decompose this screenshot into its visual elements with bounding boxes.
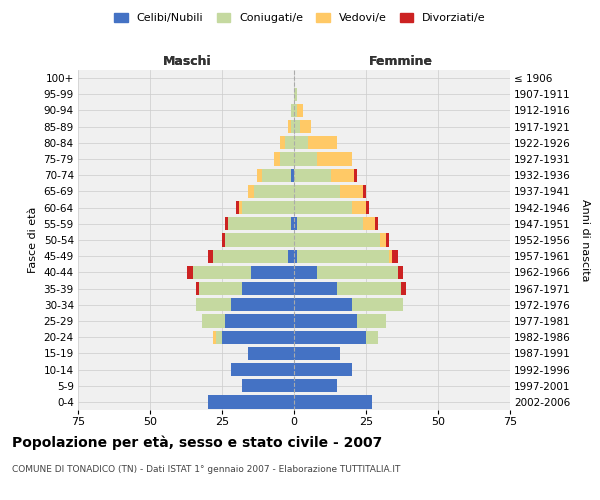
Bar (317, 266, 398, 279)
Bar (294, 250, 297, 263)
Bar (294, 282, 337, 295)
Bar (352, 298, 403, 312)
Bar (239, 201, 242, 214)
Bar (294, 330, 366, 344)
Bar (274, 152, 280, 166)
Bar (294, 168, 331, 182)
Bar (294, 298, 352, 312)
Bar (225, 314, 294, 328)
Bar (230, 298, 294, 312)
Bar (366, 330, 377, 344)
Text: Maschi: Maschi (163, 55, 212, 68)
Bar (236, 201, 239, 214)
Bar (294, 314, 358, 328)
Bar (216, 330, 222, 344)
Bar (291, 168, 294, 182)
Bar (291, 104, 294, 117)
Bar (294, 234, 380, 246)
Bar (262, 168, 291, 182)
Bar (294, 152, 317, 166)
Bar (242, 282, 294, 295)
Bar (202, 314, 225, 328)
Bar (294, 266, 317, 279)
Bar (398, 266, 403, 279)
Bar (291, 217, 294, 230)
Bar (214, 330, 216, 344)
Text: Femmine: Femmine (368, 55, 433, 68)
Bar (254, 185, 294, 198)
Bar (222, 330, 294, 344)
Bar (294, 120, 300, 134)
Bar (297, 217, 363, 230)
Bar (251, 266, 294, 279)
Bar (288, 250, 294, 263)
Bar (308, 136, 337, 149)
Bar (294, 88, 297, 101)
Bar (337, 282, 401, 295)
Bar (214, 250, 288, 263)
Bar (358, 314, 386, 328)
Text: Femmine: Femmine (368, 55, 433, 68)
Bar (386, 234, 389, 246)
Bar (196, 282, 199, 295)
Bar (225, 234, 294, 246)
Text: Popolazione per età, sesso e stato civile - 2007: Popolazione per età, sesso e stato civil… (12, 435, 382, 450)
Bar (294, 201, 352, 214)
Bar (248, 346, 294, 360)
Bar (294, 217, 297, 230)
Text: COMUNE DI TONADICO (TN) - Dati ISTAT 1° gennaio 2007 - Elaborazione TUTTITALIA.I: COMUNE DI TONADICO (TN) - Dati ISTAT 1° … (12, 465, 400, 474)
Bar (294, 136, 308, 149)
Bar (187, 266, 193, 279)
Bar (352, 201, 366, 214)
Bar (242, 379, 294, 392)
Bar (193, 266, 251, 279)
Bar (225, 217, 228, 230)
Bar (291, 120, 294, 134)
Bar (242, 201, 294, 214)
Bar (363, 185, 366, 198)
Bar (208, 396, 294, 408)
Bar (208, 250, 214, 263)
Bar (286, 136, 294, 149)
Bar (380, 234, 386, 246)
Bar (294, 363, 352, 376)
Bar (389, 250, 392, 263)
Bar (294, 379, 337, 392)
Bar (294, 396, 372, 408)
Bar (374, 217, 377, 230)
Bar (294, 346, 340, 360)
Bar (363, 217, 374, 230)
Bar (280, 136, 286, 149)
Bar (401, 282, 406, 295)
Y-axis label: Anni di nascita: Anni di nascita (580, 198, 590, 281)
Bar (300, 120, 311, 134)
Text: Maschi: Maschi (163, 55, 212, 68)
Bar (294, 185, 340, 198)
Bar (199, 282, 242, 295)
Bar (294, 104, 297, 117)
Bar (230, 363, 294, 376)
Bar (228, 217, 291, 230)
Bar (280, 152, 294, 166)
Bar (297, 250, 389, 263)
Legend: Celibi/Nubili, Coniugati/e, Vedovi/e, Divorziati/e: Celibi/Nubili, Coniugati/e, Vedovi/e, Di… (110, 8, 490, 28)
Bar (331, 168, 355, 182)
Bar (297, 104, 302, 117)
Bar (196, 298, 230, 312)
Bar (392, 250, 398, 263)
Y-axis label: Fasce di età: Fasce di età (28, 207, 38, 273)
Bar (257, 168, 262, 182)
Bar (317, 152, 352, 166)
Bar (288, 120, 291, 134)
Bar (340, 185, 363, 198)
Bar (248, 185, 254, 198)
Bar (222, 234, 225, 246)
Bar (355, 168, 358, 182)
Bar (366, 201, 369, 214)
